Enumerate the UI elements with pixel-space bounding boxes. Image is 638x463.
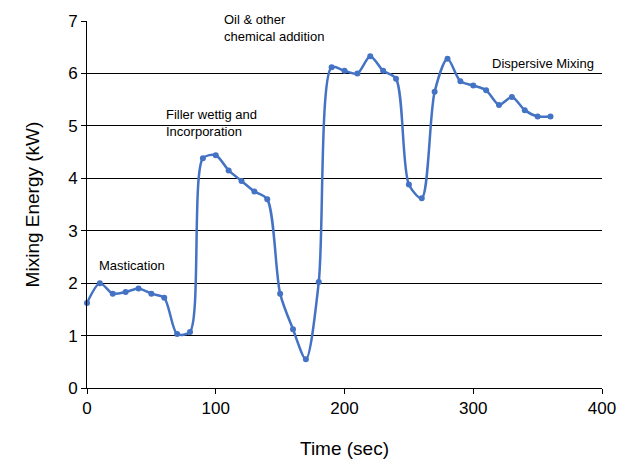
svg-text:200: 200 [330, 399, 358, 418]
svg-text:Mastication: Mastication [99, 258, 165, 273]
svg-text:7: 7 [68, 12, 77, 31]
svg-text:5: 5 [68, 117, 77, 136]
svg-text:Filler wettig andIncorporation: Filler wettig andIncorporation [166, 107, 257, 139]
svg-text:6: 6 [68, 64, 77, 83]
svg-text:Mixing Energy (kW): Mixing Energy (kW) [22, 122, 43, 288]
svg-text:1: 1 [68, 327, 77, 346]
svg-text:Dispersive Mixing: Dispersive Mixing [492, 56, 594, 71]
svg-text:2: 2 [68, 274, 77, 293]
svg-text:0: 0 [82, 399, 91, 418]
svg-text:3: 3 [68, 222, 77, 241]
svg-text:0: 0 [68, 379, 77, 398]
svg-text:100: 100 [202, 399, 230, 418]
svg-text:300: 300 [459, 399, 487, 418]
svg-text:4: 4 [68, 169, 77, 188]
svg-text:Oil & otherchemical addition: Oil & otherchemical addition [224, 12, 324, 44]
svg-text:Time (sec): Time (sec) [300, 438, 389, 459]
svg-text:400: 400 [588, 399, 616, 418]
